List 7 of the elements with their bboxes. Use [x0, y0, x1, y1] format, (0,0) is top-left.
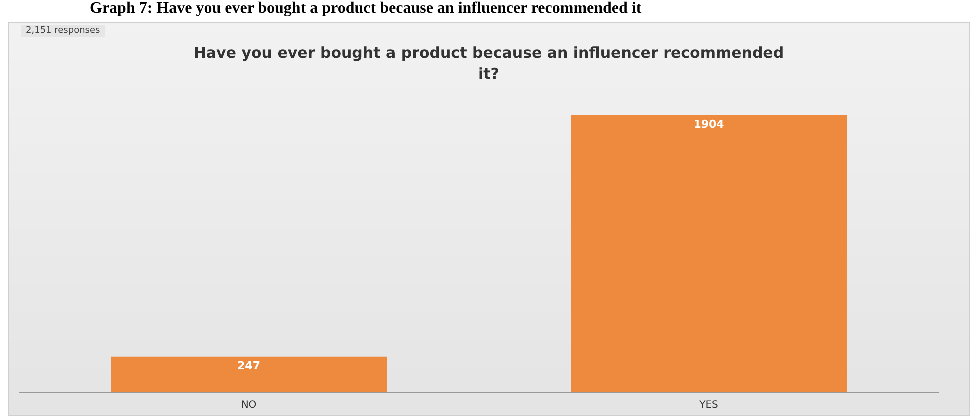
- chart-title: Have you ever bought a product because an influencer recommended it?: [192, 43, 786, 85]
- x-tick-label: YES: [698, 400, 718, 412]
- data-label: 247: [238, 360, 260, 373]
- chart-subtitle: 2,151 responses: [21, 25, 106, 37]
- caption: Graph 7: Have you ever bought a product because an influencer recommended it: [90, 0, 642, 17]
- data-label: 1904: [694, 118, 725, 131]
- x-tick-label: NO: [241, 400, 257, 412]
